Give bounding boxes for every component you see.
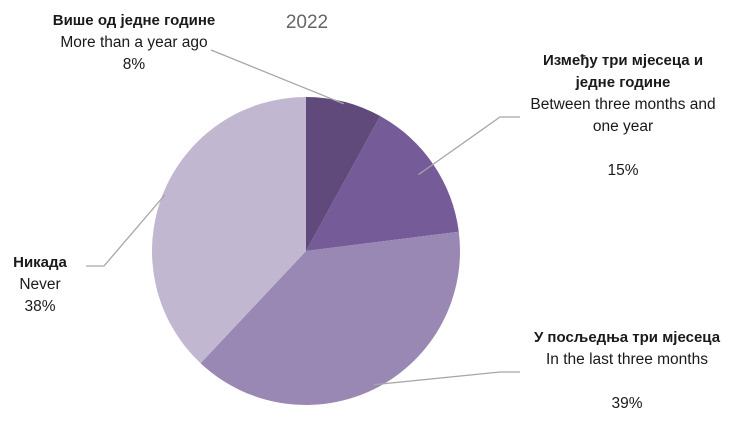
- slice-between: [306, 116, 459, 251]
- slice-label-native: Између три мјесеца и једне године: [542, 52, 704, 91]
- slice-label-last-three: У посљедња три мјесеца In the last three…: [522, 327, 732, 415]
- slice-value-label: 15%: [607, 162, 639, 179]
- slice-value-label: 8%: [122, 56, 146, 73]
- slice-label-native: У посљедња три мјесеца: [533, 329, 721, 346]
- slice-value-label: 38%: [24, 298, 56, 315]
- chart-title: 2022: [285, 12, 329, 33]
- slice-label-english: Never: [19, 276, 61, 293]
- slice-label-english: In the last three months: [546, 351, 708, 368]
- leader-line-last-three: [374, 371, 520, 386]
- slice-label-between: Између три мјесеца и једне године Betwee…: [523, 50, 723, 182]
- slice-never: [152, 97, 306, 364]
- slice-last-three: [200, 231, 461, 406]
- leader-line-never: [86, 194, 166, 267]
- slice-label-english: More than a year ago: [60, 34, 208, 51]
- leader-line-more-than-year: [210, 49, 345, 105]
- slice-label-native: Никада: [13, 254, 67, 271]
- slice-label-more-than-year: Више од једне године More than a year ag…: [14, 10, 254, 76]
- slice-label-never: Никада Never 38%: [4, 252, 76, 318]
- slice-label-english: Between three months and one year: [530, 96, 716, 135]
- leader-line-between: [418, 116, 520, 176]
- slice-label-native: Више од једне године: [52, 12, 216, 29]
- slice-more-than-year: [306, 97, 381, 251]
- slice-value-label: 39%: [611, 395, 643, 412]
